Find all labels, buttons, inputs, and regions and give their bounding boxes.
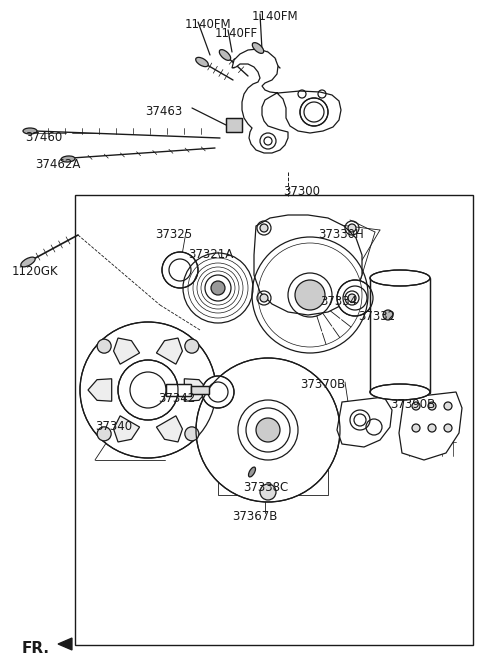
Circle shape — [295, 280, 325, 310]
Text: 37340: 37340 — [95, 420, 132, 433]
Polygon shape — [156, 416, 182, 442]
Circle shape — [260, 294, 268, 302]
Bar — [166, 384, 191, 396]
Circle shape — [348, 294, 356, 302]
Text: 1120GK: 1120GK — [12, 265, 59, 278]
Ellipse shape — [252, 43, 264, 54]
Polygon shape — [232, 49, 341, 153]
Text: 37334: 37334 — [320, 295, 357, 308]
Text: 37390B: 37390B — [390, 398, 435, 411]
Text: FR.: FR. — [22, 641, 50, 656]
Circle shape — [412, 424, 420, 432]
Circle shape — [185, 339, 199, 353]
Circle shape — [444, 402, 452, 410]
Text: 37300: 37300 — [283, 185, 320, 198]
Circle shape — [185, 427, 199, 441]
Ellipse shape — [61, 156, 75, 162]
Text: 1140FM: 1140FM — [185, 18, 232, 31]
Polygon shape — [156, 338, 182, 364]
Circle shape — [300, 98, 328, 126]
Text: 37342: 37342 — [158, 392, 195, 405]
Text: 37460: 37460 — [25, 131, 62, 144]
Circle shape — [256, 418, 280, 442]
Polygon shape — [114, 338, 140, 364]
Bar — [226, 118, 242, 132]
Text: 37330H: 37330H — [318, 228, 364, 241]
Circle shape — [80, 322, 216, 458]
Text: 37325: 37325 — [155, 228, 192, 241]
Circle shape — [428, 402, 436, 410]
Circle shape — [196, 358, 340, 502]
Circle shape — [337, 280, 373, 316]
Ellipse shape — [370, 384, 430, 400]
Text: 1140FM: 1140FM — [252, 10, 299, 23]
Bar — [191, 386, 209, 394]
Circle shape — [97, 427, 111, 441]
Circle shape — [202, 376, 234, 408]
Circle shape — [162, 252, 198, 288]
Text: 37370B: 37370B — [300, 378, 345, 391]
Text: 37463: 37463 — [145, 105, 182, 118]
Polygon shape — [337, 397, 392, 447]
Ellipse shape — [21, 257, 35, 267]
Bar — [191, 386, 209, 394]
Circle shape — [211, 281, 225, 295]
Circle shape — [260, 484, 276, 500]
Circle shape — [383, 310, 393, 320]
Ellipse shape — [370, 270, 430, 286]
Bar — [75, 195, 473, 645]
Bar — [218, 460, 328, 495]
Circle shape — [412, 402, 420, 410]
Circle shape — [260, 224, 268, 232]
Polygon shape — [88, 378, 112, 401]
Polygon shape — [254, 215, 362, 315]
Bar — [166, 384, 191, 396]
Circle shape — [118, 360, 178, 420]
Text: 1140FF: 1140FF — [215, 27, 258, 40]
Ellipse shape — [219, 50, 231, 60]
Circle shape — [348, 224, 356, 232]
Polygon shape — [114, 416, 140, 442]
Text: 37321A: 37321A — [188, 248, 233, 261]
Circle shape — [97, 339, 111, 353]
Circle shape — [428, 424, 436, 432]
Bar — [370, 278, 430, 393]
Polygon shape — [58, 638, 72, 650]
Ellipse shape — [196, 57, 208, 66]
Text: 37338C: 37338C — [243, 481, 288, 494]
Bar — [226, 118, 242, 132]
Ellipse shape — [23, 128, 37, 134]
Circle shape — [444, 424, 452, 432]
Polygon shape — [399, 392, 462, 460]
Text: 37332: 37332 — [358, 310, 395, 323]
Text: 37462A: 37462A — [35, 158, 80, 171]
Polygon shape — [184, 378, 208, 401]
Text: 37367B: 37367B — [232, 510, 277, 523]
Ellipse shape — [249, 467, 255, 477]
